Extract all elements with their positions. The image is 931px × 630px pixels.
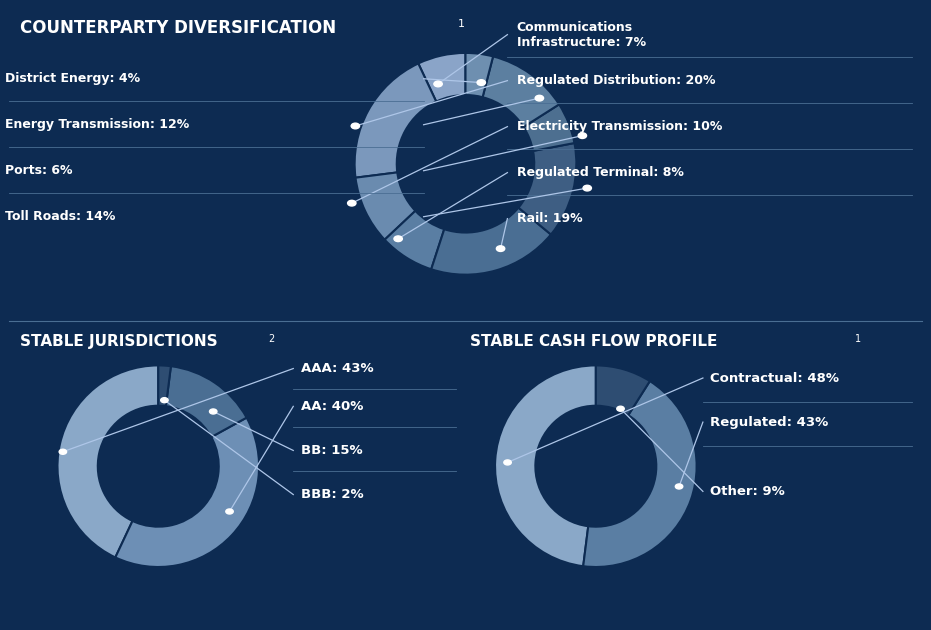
Wedge shape: [482, 57, 560, 127]
Wedge shape: [166, 366, 247, 437]
Text: Regulated: 43%: Regulated: 43%: [710, 416, 829, 428]
Text: STABLE CASH FLOW PROFILE: STABLE CASH FLOW PROFILE: [470, 334, 718, 349]
Text: Ports: 6%: Ports: 6%: [5, 164, 73, 177]
Text: Other: 9%: Other: 9%: [710, 485, 785, 498]
Wedge shape: [466, 53, 493, 97]
Text: Contractual: 48%: Contractual: 48%: [710, 372, 840, 384]
Text: District Energy: 4%: District Energy: 4%: [5, 72, 140, 85]
Text: AAA: 43%: AAA: 43%: [301, 362, 373, 375]
Text: COUNTERPARTY DIVERSIFICATION: COUNTERPARTY DIVERSIFICATION: [20, 19, 337, 37]
Wedge shape: [115, 418, 259, 567]
Wedge shape: [58, 365, 158, 558]
Wedge shape: [523, 105, 574, 151]
Text: BB: 15%: BB: 15%: [301, 444, 362, 457]
Wedge shape: [495, 365, 596, 566]
Text: Communications
Infrastructure: 7%: Communications Infrastructure: 7%: [517, 21, 646, 49]
Text: STABLE JURISDICTIONS: STABLE JURISDICTIONS: [20, 334, 218, 349]
Text: Electricity Transmission: 10%: Electricity Transmission: 10%: [517, 120, 722, 133]
Wedge shape: [583, 381, 696, 567]
Text: 1: 1: [458, 19, 466, 29]
Text: BBB: 2%: BBB: 2%: [301, 488, 363, 501]
Wedge shape: [385, 211, 444, 269]
Wedge shape: [519, 143, 576, 234]
Text: AA: 40%: AA: 40%: [301, 400, 363, 413]
Wedge shape: [596, 365, 650, 415]
Wedge shape: [158, 365, 171, 406]
Text: Toll Roads: 14%: Toll Roads: 14%: [5, 210, 115, 223]
Text: Regulated Distribution: 20%: Regulated Distribution: 20%: [517, 74, 715, 87]
Text: Rail: 19%: Rail: 19%: [517, 212, 582, 225]
Wedge shape: [356, 173, 415, 239]
Text: Energy Transmission: 12%: Energy Transmission: 12%: [5, 118, 189, 131]
Text: 2: 2: [268, 334, 275, 344]
Wedge shape: [418, 53, 466, 101]
Text: 1: 1: [855, 334, 861, 344]
Text: Regulated Terminal: 8%: Regulated Terminal: 8%: [517, 166, 683, 179]
Wedge shape: [355, 64, 437, 178]
Wedge shape: [431, 208, 551, 275]
